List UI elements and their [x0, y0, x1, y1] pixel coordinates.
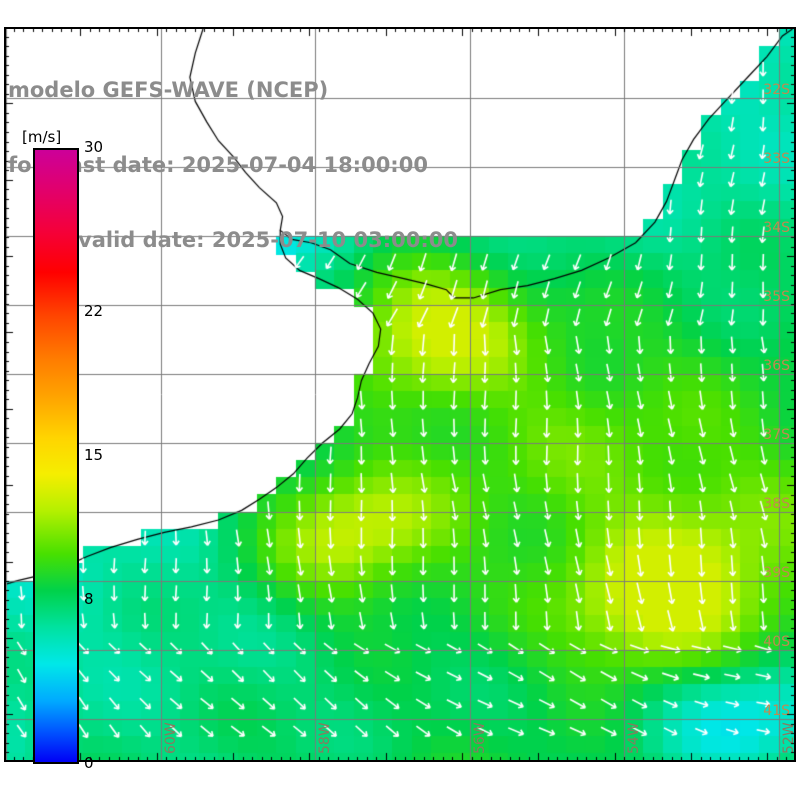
- top-tick-ruler: [4, 27, 796, 37]
- colorbar-tick-label: 30: [84, 138, 104, 156]
- right-tick-ruler: [786, 27, 796, 762]
- colorbar-tick-label: 0: [84, 754, 94, 772]
- map-plot-area: 32S 33S 34S 35S 36S 37S 38S 39S 40S 41S 60W 58W 56W 5…: [4, 27, 796, 762]
- colorbar-tick-label: 22: [84, 302, 104, 321]
- colorbar-gradient: [33, 148, 79, 764]
- colorbar: [33, 148, 79, 764]
- left-tick-ruler: [4, 27, 14, 762]
- colorbar-tick-label: 8: [84, 589, 94, 608]
- graticule-grid-layer: [6, 29, 794, 760]
- colorbar-tick-label: 15: [84, 446, 104, 464]
- map-inner: 32S 33S 34S 35S 36S 37S 38S 39S 40S 41S 60W 58W 56W 5…: [6, 29, 794, 760]
- colorbar-unit-label: [m/s]: [22, 128, 62, 146]
- bottom-tick-ruler: [4, 752, 796, 762]
